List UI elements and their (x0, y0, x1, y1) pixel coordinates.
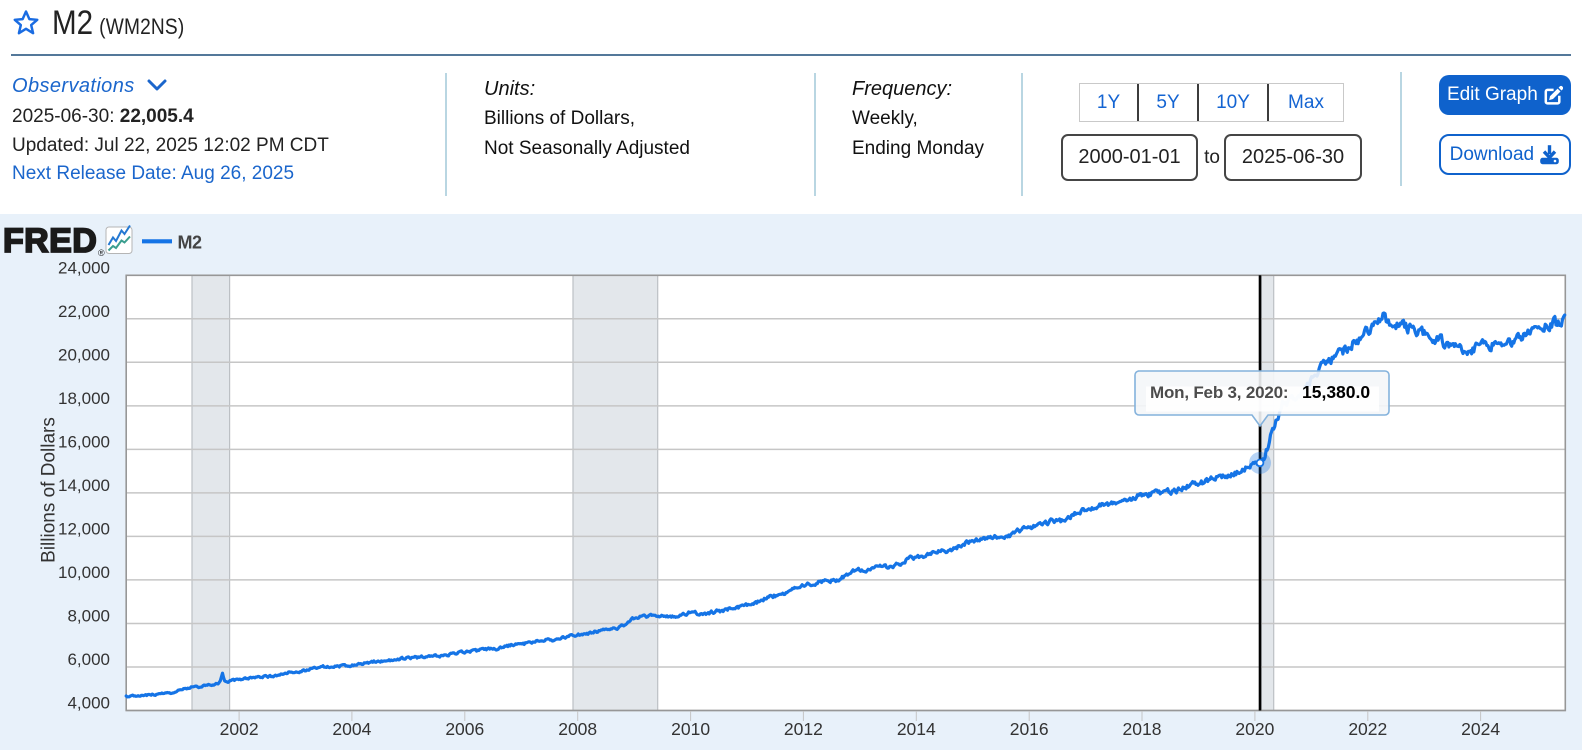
svg-text:2008: 2008 (558, 719, 597, 739)
svg-text:6,000: 6,000 (67, 650, 110, 669)
svg-text:12,000: 12,000 (58, 520, 110, 539)
svg-text:2020: 2020 (1235, 719, 1274, 739)
svg-text:4,000: 4,000 (67, 694, 110, 713)
svg-text:Mon, Feb 3, 2020:: Mon, Feb 3, 2020: (1150, 383, 1288, 402)
svg-text:2018: 2018 (1123, 719, 1162, 739)
svg-text:2012: 2012 (784, 719, 823, 739)
svg-text:FRED: FRED (3, 222, 97, 260)
svg-text:14,000: 14,000 (58, 476, 110, 495)
svg-text:20,000: 20,000 (58, 346, 110, 365)
svg-text:M2: M2 (178, 232, 202, 252)
svg-text:2010: 2010 (671, 719, 710, 739)
svg-text:Billions of Dollars: Billions of Dollars (38, 417, 59, 563)
svg-text:2022: 2022 (1348, 719, 1387, 739)
svg-text:24,000: 24,000 (58, 259, 110, 278)
svg-text:2016: 2016 (1010, 719, 1049, 739)
svg-text:16,000: 16,000 (58, 433, 110, 452)
svg-text:2002: 2002 (220, 719, 259, 739)
svg-text:10,000: 10,000 (58, 563, 110, 582)
svg-text:2004: 2004 (332, 719, 371, 739)
svg-text:8,000: 8,000 (67, 607, 110, 626)
svg-text:2024: 2024 (1461, 719, 1500, 739)
svg-text:18,000: 18,000 (58, 389, 110, 408)
svg-text:22,000: 22,000 (58, 302, 110, 321)
svg-text:®: ® (98, 248, 105, 258)
svg-text:15,380.0: 15,380.0 (1302, 382, 1370, 402)
svg-text:2006: 2006 (445, 719, 484, 739)
svg-text:2014: 2014 (897, 719, 936, 739)
